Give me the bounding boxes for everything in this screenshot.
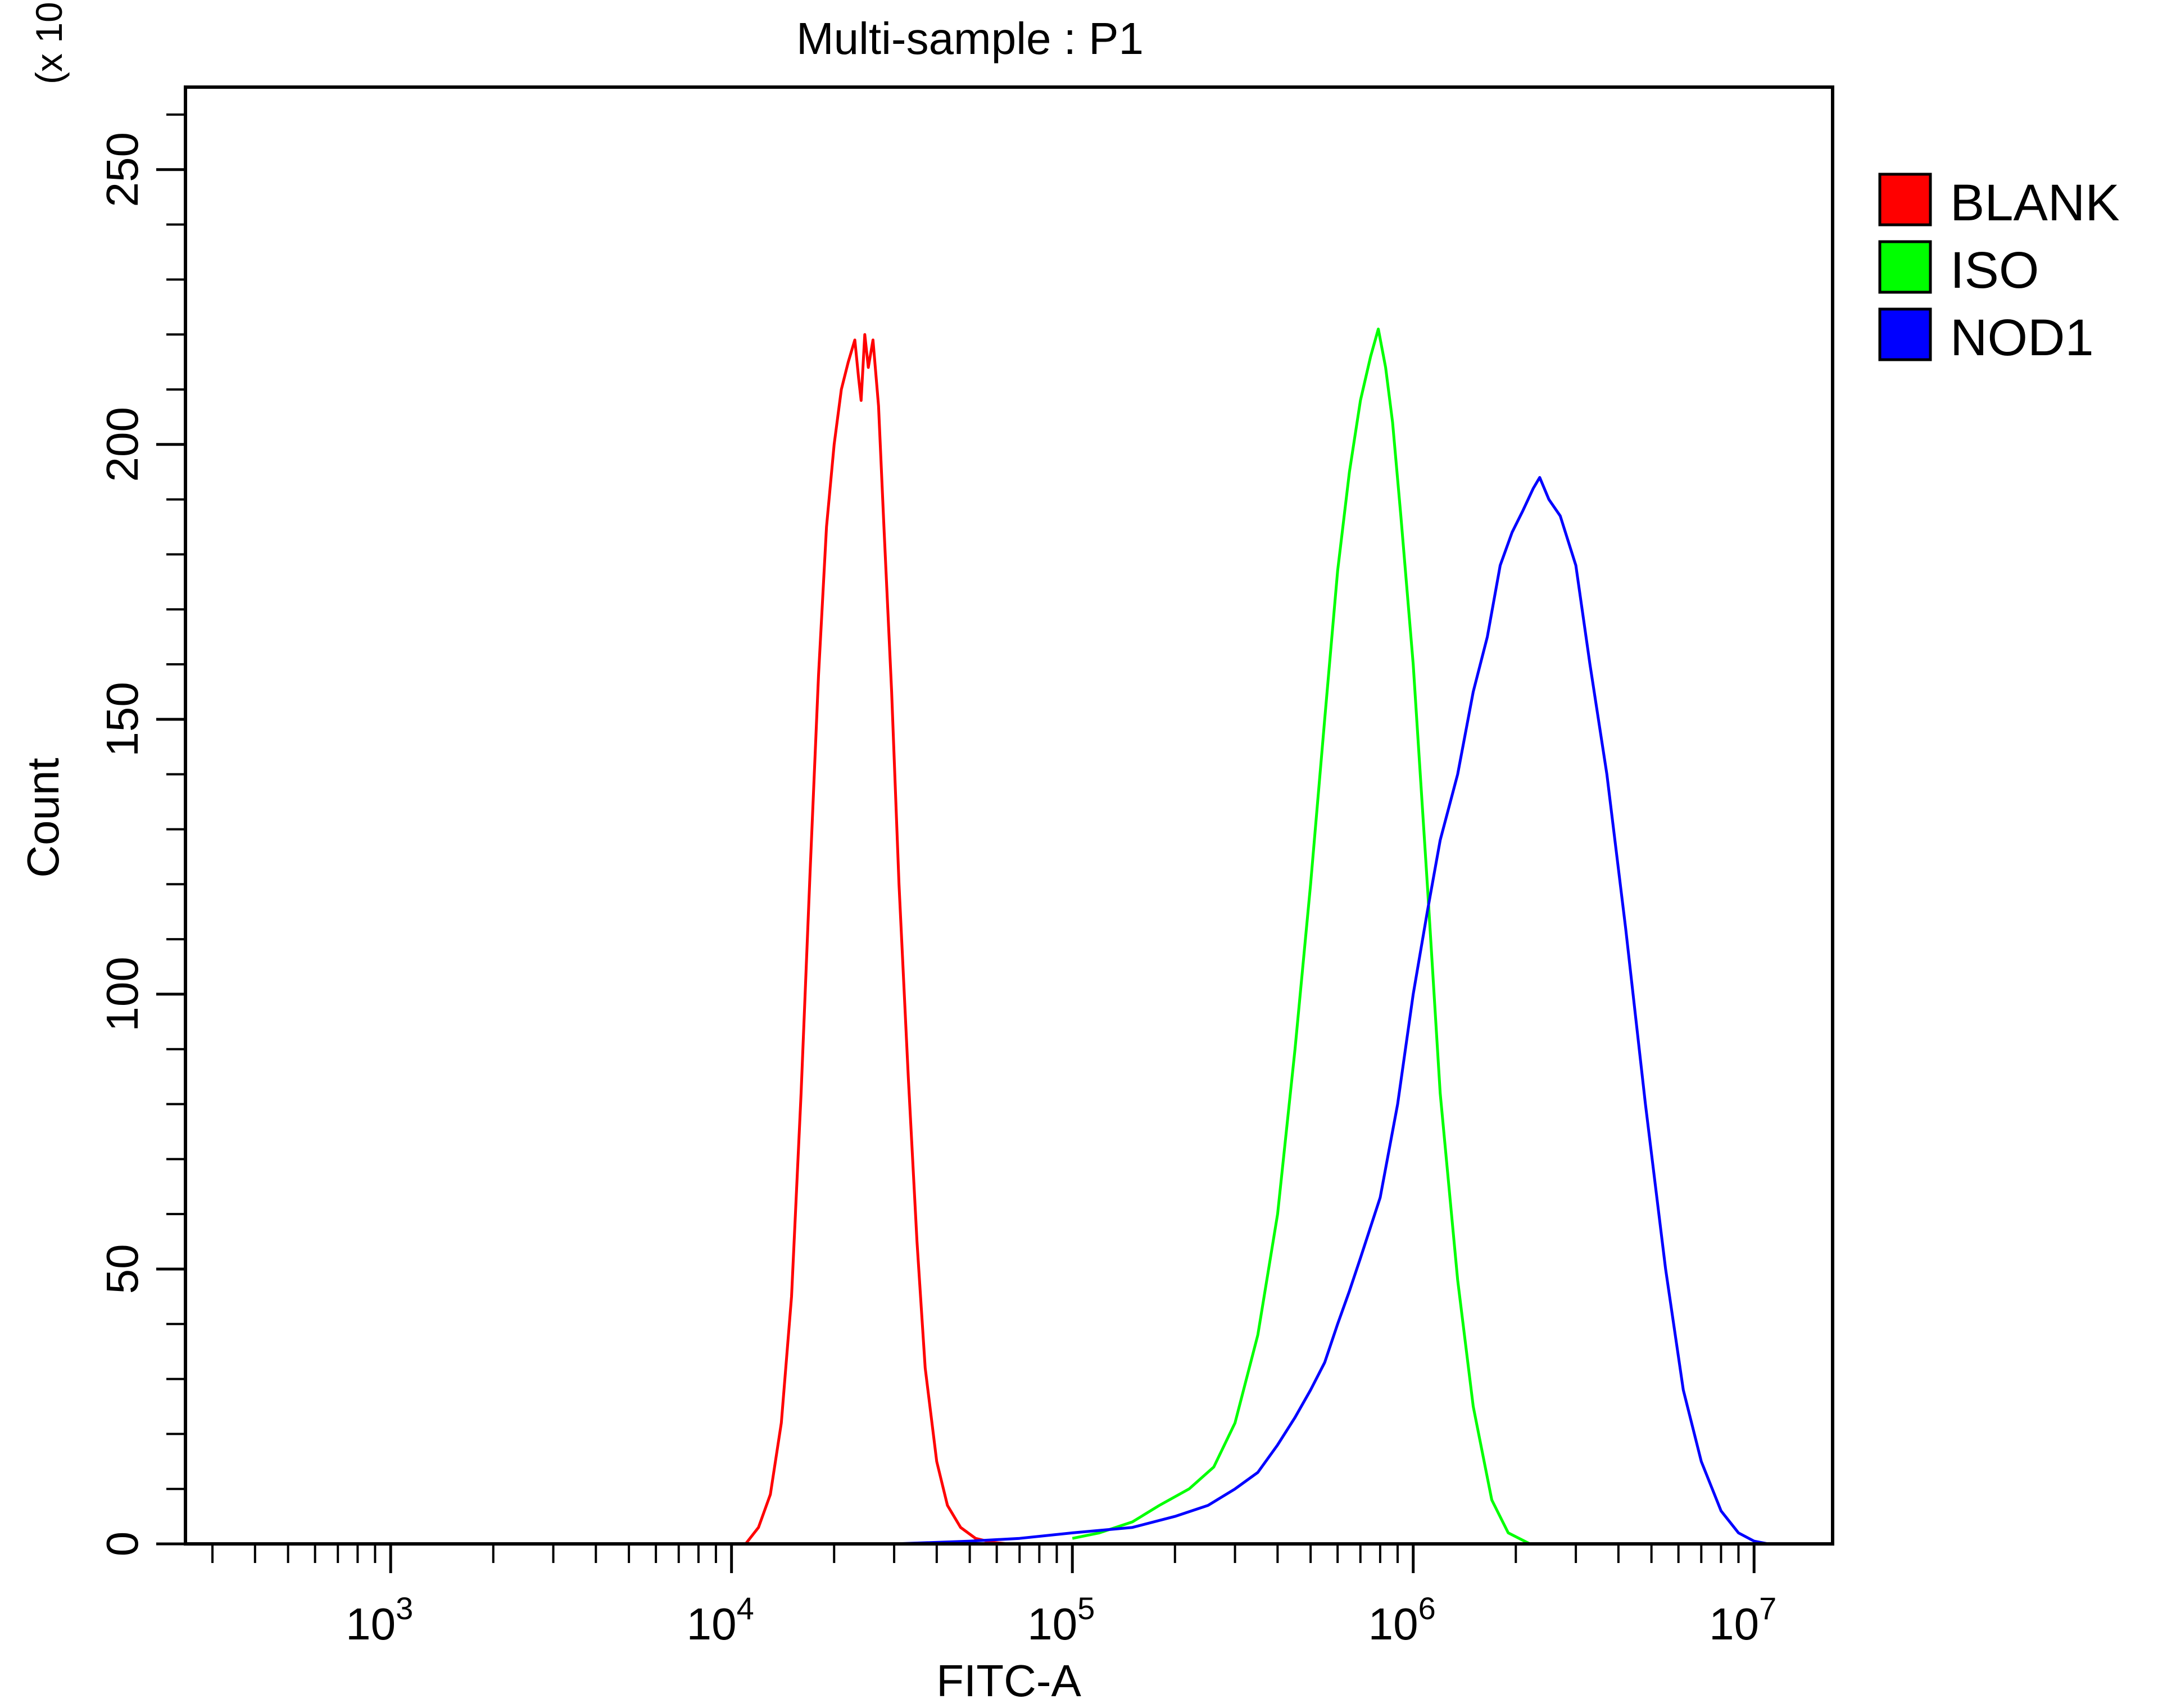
legend: BLANK ISO NOD1: [1878, 173, 2120, 366]
legend-swatch-blank: [1878, 173, 1932, 226]
legend-swatch-iso: [1878, 240, 1932, 294]
x-tick-label: 106: [1368, 1591, 1436, 1649]
y-tick-label: 100: [97, 957, 147, 1031]
x-tick-label: 107: [1709, 1591, 1776, 1649]
chart-title: Multi-sample : P1: [796, 13, 1144, 64]
svg-text:(x 101): (x 101): [23, 0, 70, 84]
y-tick-label: 200: [97, 407, 147, 482]
x-tick-label: 105: [1027, 1591, 1095, 1649]
legend-label-nod1: NOD1: [1950, 309, 2094, 366]
series-line-iso: [1072, 327, 1531, 1546]
y-tick-label: 150: [97, 682, 147, 756]
x-axis-label: FITC-A: [936, 1656, 1081, 1706]
y-multiplier-label: (x 101): [23, 0, 70, 84]
y-multiplier-exponent: 1: [23, 0, 51, 2]
series-layer: [744, 327, 1769, 1546]
y-tick-label: 50: [97, 1244, 147, 1294]
legend-swatch-nod1: [1878, 307, 1932, 361]
x-tick-label: 103: [346, 1591, 413, 1649]
plot-frame: [184, 85, 1834, 1546]
series-line-nod1: [894, 476, 1769, 1546]
x-tick-label: 104: [687, 1591, 754, 1649]
y-axis-label: Count: [18, 758, 68, 877]
series-line-blank: [744, 333, 1009, 1546]
legend-label-blank: BLANK: [1950, 174, 2120, 232]
legend-label-iso: ISO: [1950, 242, 2039, 299]
y-tick-label: 0: [97, 1532, 147, 1557]
y-multiplier-text: (x 10: [28, 2, 70, 84]
axis-layer: 103 104 105 106 107 0 50 100 150 200 250: [97, 113, 1776, 1649]
y-tick-label: 250: [97, 132, 147, 207]
